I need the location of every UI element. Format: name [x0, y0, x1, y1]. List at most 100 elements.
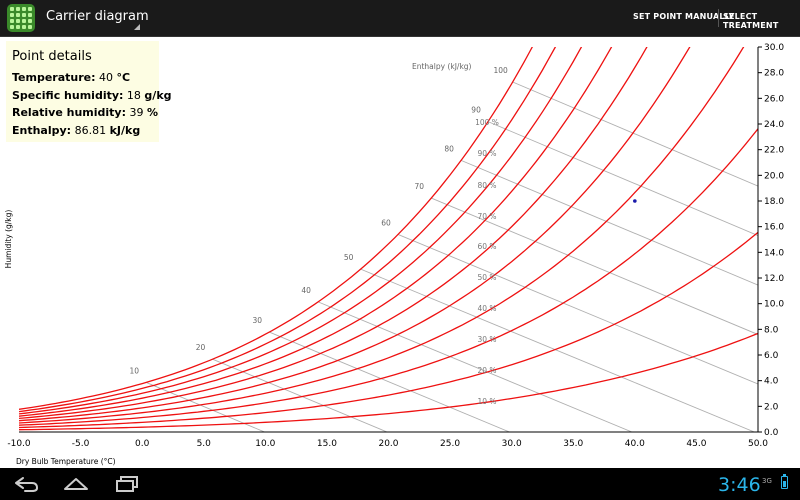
rh-label-50: 50 % [477, 273, 496, 282]
y-tick-label: 0.0 [764, 428, 779, 438]
y-tick-label: 10.0 [764, 300, 784, 310]
enthalpy-axis-title: Enthalpy (kJ/kg) [412, 62, 472, 71]
temperature-row: Temperature: 40 °C [12, 69, 153, 87]
rh-curve-20 [19, 231, 758, 429]
rh-curve-80 [19, 47, 583, 415]
x-tick-label: 30.0 [502, 439, 522, 449]
action-divider [718, 9, 719, 27]
title-dropdown-indicator-icon [134, 24, 140, 30]
chart-area[interactable]: 10 20 30 40 50 60 70 80 90 100 Enthalpy (kJ/kg) 10 … [0, 37, 800, 468]
app-icon[interactable] [7, 4, 35, 32]
rh-curve-10 [19, 332, 758, 431]
rh-curve-60 [19, 47, 648, 420]
recent-apps-icon[interactable] [113, 474, 141, 494]
rh-curve-50 [19, 47, 691, 422]
y-tick-label: 18.0 [764, 197, 784, 207]
y-tick-label: 2.0 [764, 402, 779, 412]
x-tick-label: 0.0 [135, 439, 150, 449]
temperature-label: Temperature: [12, 71, 96, 84]
point-details-title: Point details [12, 49, 92, 64]
enthalpy-unit: kJ/kg [109, 123, 141, 137]
enthalpy-line-30 [269, 331, 510, 432]
x-tick-label: 45.0 [686, 439, 706, 449]
navigation-bar [0, 468, 800, 500]
relative-humidity-unit: % [146, 106, 159, 119]
action-bar: Carrier diagram SET POINT MANUALLY SELEC… [0, 0, 800, 37]
x-tick-label: -10.0 [7, 439, 31, 449]
relative-humidity-row: Relative humidity: 39 % [12, 104, 158, 122]
rh-label-10: 10 % [477, 397, 496, 406]
specific-humidity-row: Specific humidity: 18 g/kg [12, 87, 172, 105]
enthalpy-label-20: 20 [196, 343, 206, 352]
enthalpy-label-100: 100 [493, 66, 508, 75]
y-tick-label: 6.0 [764, 351, 779, 361]
rh-label-70: 70 % [477, 212, 496, 221]
x-tick-label: 35.0 [563, 439, 583, 449]
enthalpy-line-50 [360, 268, 755, 432]
x-tick-label: 10.0 [255, 439, 275, 449]
battery-icon [781, 474, 788, 489]
rh-label-30: 30 % [477, 335, 496, 344]
rh-label-90: 90 % [477, 149, 496, 158]
enthalpy-label-90: 90 [471, 106, 481, 115]
y-tick-label: 30.0 [764, 43, 784, 53]
enthalpy-label-60: 60 [381, 218, 391, 227]
rh-label-100: 100 % [475, 118, 499, 127]
x-tick-label: 40.0 [625, 439, 645, 449]
point-details-panel: Point details Temperature: 40 °C Specifi… [6, 41, 172, 142]
y-axis-label: Humidity (g/kg) [4, 210, 13, 269]
signal-indicator: 3G [762, 477, 772, 485]
select-treatment-button[interactable]: SELECT TREATMENT [723, 12, 779, 30]
x-tick-label: 15.0 [317, 439, 337, 449]
rh-curve-30 [19, 128, 758, 426]
back-icon[interactable] [12, 474, 40, 494]
set-point-manually-button[interactable]: SET POINT MANUALLY [633, 12, 735, 21]
enthalpy-line-60 [397, 233, 758, 385]
plot-clip-group [19, 47, 758, 432]
enthalpy-label-70: 70 [414, 182, 424, 191]
y-tick-label: 26.0 [764, 94, 784, 104]
specific-humidity-unit: g/kg [144, 88, 172, 102]
x-axis-label: Dry Bulb Temperature (°C) [16, 457, 116, 466]
rh-curve-100 [19, 47, 533, 410]
y-tick-label: 28.0 [764, 69, 784, 79]
rh-curve-40 [19, 47, 745, 424]
temperature-unit: °C [116, 71, 131, 84]
y-tick-label: 20.0 [764, 171, 784, 181]
selected-point [633, 199, 637, 203]
enthalpy-line-70 [431, 197, 758, 335]
relative-humidity-label: Relative humidity: [12, 106, 126, 119]
enthalpy-label-10: 10 [129, 366, 139, 375]
specific-humidity-value: 18 [126, 88, 141, 102]
rh-label-80: 80 % [477, 181, 496, 190]
enthalpy-line-40 [317, 301, 633, 432]
y-tick-label: 12.0 [764, 274, 784, 284]
enthalpy-label-40: 40 [301, 286, 311, 295]
enthalpy-line-100 [512, 81, 758, 187]
enthalpy-line-20 [212, 358, 388, 432]
x-tick-label: 50.0 [748, 439, 768, 449]
enthalpy-label-30: 30 [252, 316, 262, 325]
x-tick-label: 25.0 [440, 439, 460, 449]
rh-label-60: 60 % [477, 242, 496, 251]
y-tick-label: 24.0 [764, 120, 784, 130]
x-tick-label: 20.0 [378, 439, 398, 449]
enthalpy-label: Enthalpy: [12, 123, 72, 137]
home-icon[interactable] [62, 474, 90, 494]
enthalpy-value: 86.81 [74, 123, 107, 137]
rh-label-40: 40 % [477, 304, 496, 313]
rh-label-20: 20 % [477, 366, 496, 375]
y-tick-label: 14.0 [764, 248, 784, 258]
rh-curve-90 [19, 47, 557, 413]
enthalpy-row: Enthalpy: 86.81 kJ/kg [12, 122, 153, 140]
app-title[interactable]: Carrier diagram [46, 9, 149, 24]
enthalpy-label-80: 80 [444, 144, 454, 153]
y-tick-label: 4.0 [764, 377, 779, 387]
relative-humidity-value: 39 [129, 106, 144, 119]
x-tick-label: -5.0 [72, 439, 90, 449]
y-tick-label: 8.0 [764, 325, 779, 335]
y-tick-label: 22.0 [764, 146, 784, 156]
carrier-chart[interactable]: 10 20 30 40 50 60 70 80 90 100 Enthalpy (kJ/kg) 10 … [0, 37, 800, 468]
y-tick-label: 16.0 [764, 223, 784, 233]
x-tick-label: 5.0 [197, 439, 212, 449]
